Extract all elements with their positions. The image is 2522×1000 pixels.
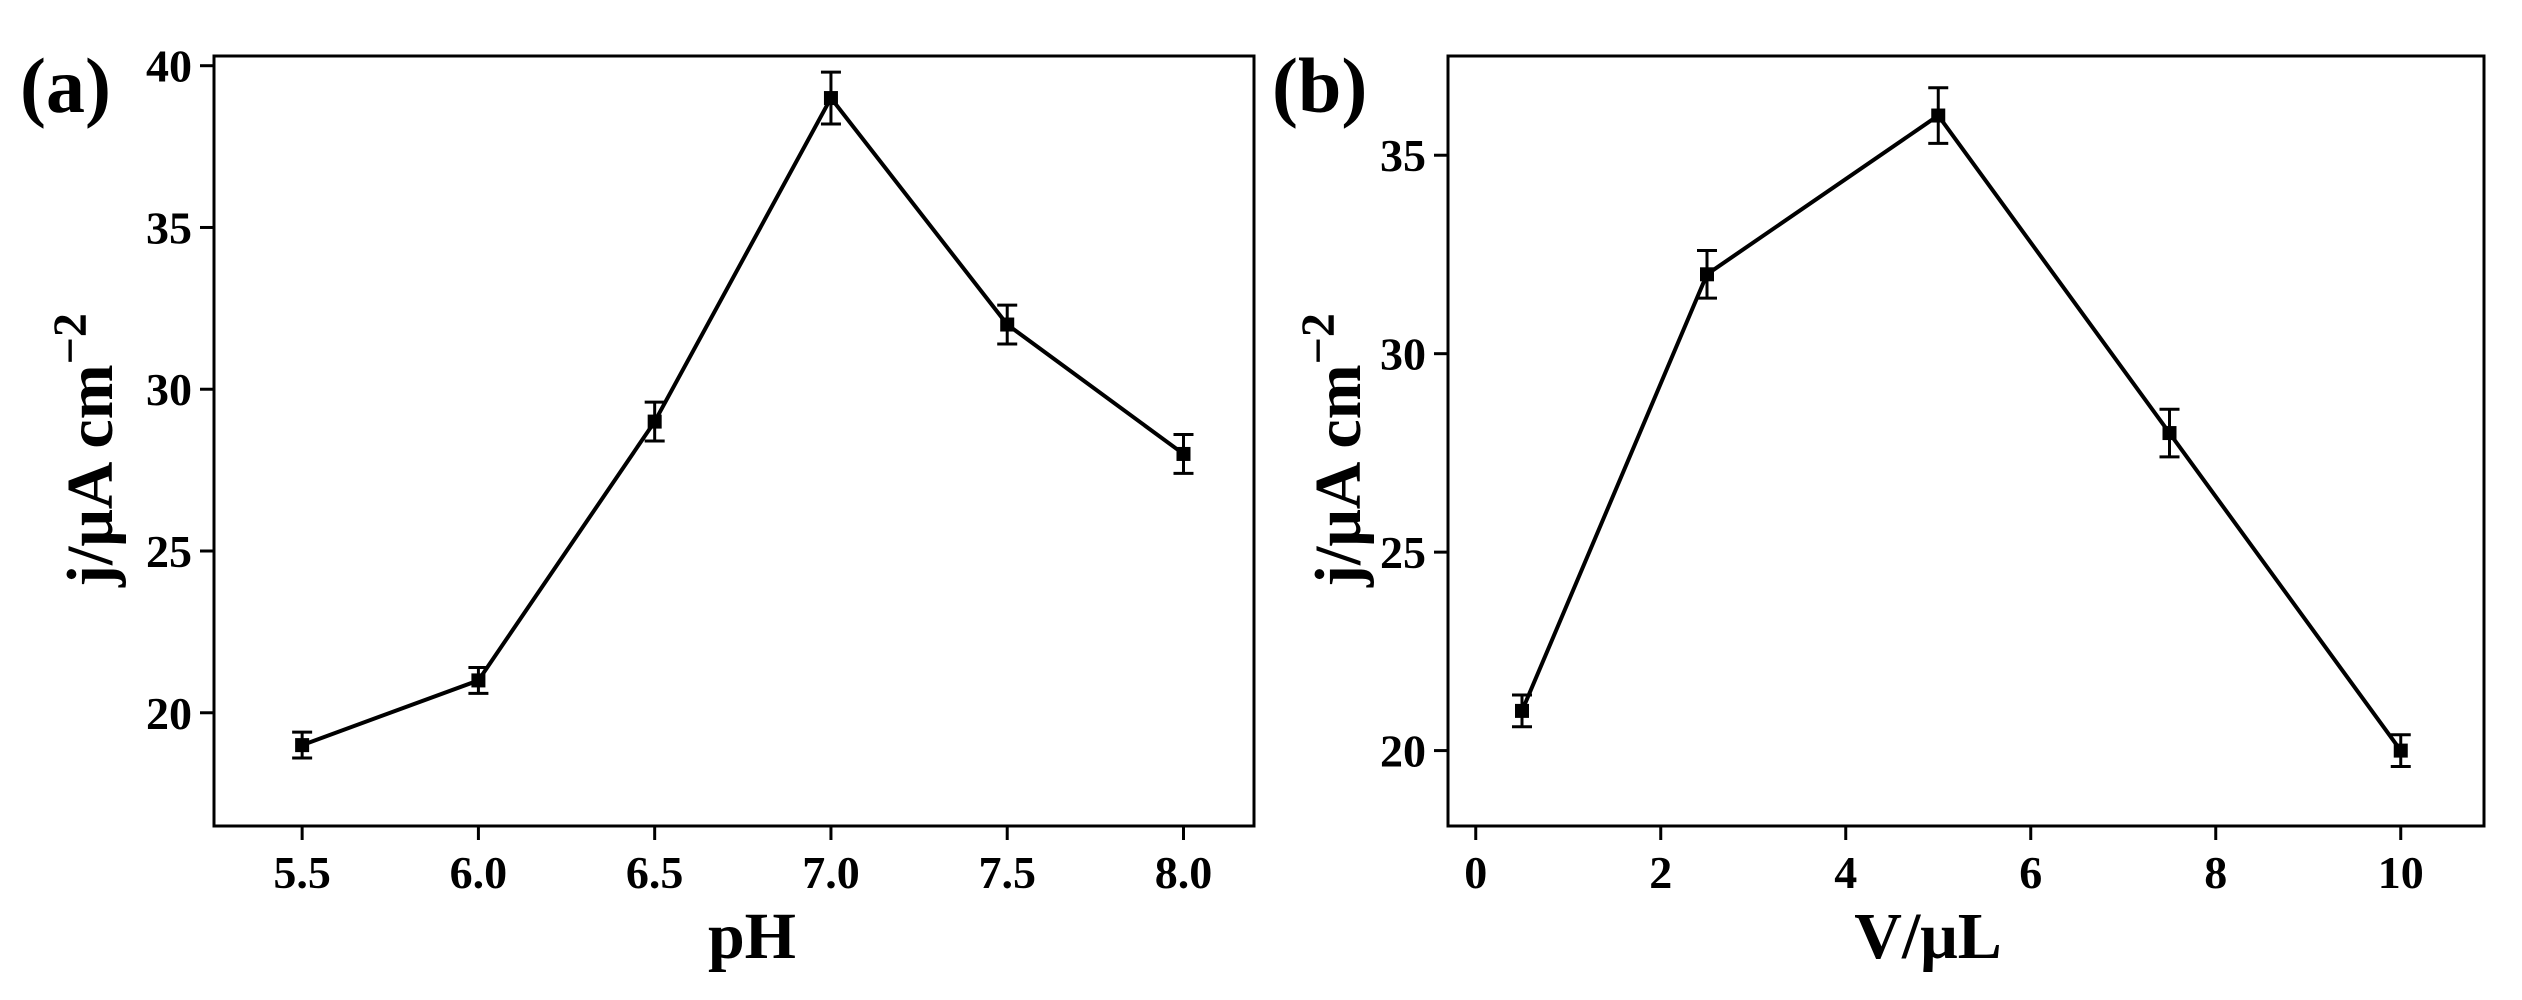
panel-a-y-axis-title-sup: −2 — [44, 313, 97, 364]
panel-a-x-tick-label: 6.0 — [450, 847, 508, 898]
panel-b-y-tick-label: 25 — [1380, 527, 1426, 578]
panel-a-series — [292, 70, 1194, 760]
chart-panel-b: (b) 0 2 4 6 8 10 20 25 30 35 V/μL j/μA cm−2 — [1272, 42, 2486, 973]
panel-a-y-axis-title: j/μA cm−2 — [44, 313, 127, 588]
panel-a-y-tick-label: 25 — [146, 526, 192, 577]
panel-a-x-tick-label: 7.5 — [978, 847, 1036, 898]
panel-a-y-tick-label: 30 — [146, 364, 192, 415]
panel-b-x-tick-label: 2 — [1649, 847, 1672, 898]
panel-b-series — [1512, 86, 2411, 768]
panel-b-x-tick-label: 8 — [2204, 847, 2227, 898]
panel-b-y-tick-label: 30 — [1380, 329, 1426, 380]
panel-a-data-point — [1176, 446, 1191, 461]
panel-a-x-tick-label: 7.0 — [802, 847, 860, 898]
panel-a-ticks: 5.5 6.0 6.5 7.0 7.5 8.0 20 25 30 35 40 — [146, 41, 1212, 898]
panel-b-y-axis-title: j/μA cm−2 — [1292, 313, 1375, 588]
panel-a-data-point — [1000, 317, 1015, 332]
panel-b-y-tick-label: 20 — [1380, 726, 1426, 777]
panel-b-y-axis-title-main: j/μA cm — [1302, 364, 1375, 588]
panel-b-x-tick-label: 6 — [2019, 847, 2042, 898]
panel-a-label: (a) — [20, 42, 111, 129]
panel-a-x-tick-label: 6.5 — [626, 847, 684, 898]
panel-a-series-line — [301, 94, 1185, 747]
chart-panel-a: (a) 5.5 6.0 6.5 7.0 7.5 8.0 20 25 30 35 40 pH j/μA… — [20, 41, 1256, 973]
panel-b-y-tick-label: 35 — [1380, 130, 1426, 181]
panel-b-series-line — [1520, 112, 2403, 752]
panel-b-x-tick-label: 4 — [1834, 847, 1857, 898]
panel-a-data-point — [471, 673, 486, 688]
panel-b-plot-frame — [1446, 54, 2486, 828]
panel-b-ticks: 0 2 4 6 8 10 20 25 30 35 — [1380, 130, 2424, 898]
panel-a-plot-frame — [212, 54, 1256, 828]
panel-b-data-point — [2162, 426, 2177, 441]
panel-b-data-point — [1515, 703, 1529, 718]
panel-b-label: (b) — [1272, 42, 1367, 129]
panel-b-data-point — [2393, 743, 2408, 758]
panel-a-y-axis-title-main: j/μA cm — [54, 364, 127, 588]
panel-a-y-tick-label: 20 — [146, 688, 192, 739]
panel-b-x-tick-label: 0 — [1464, 847, 1487, 898]
panel-a-x-axis-title: pH — [708, 900, 796, 973]
panel-a-data-point — [295, 738, 310, 753]
panel-b-y-axis-title-sup: −2 — [1292, 313, 1345, 364]
panel-a-y-tick-label: 40 — [146, 41, 192, 92]
panel-a-y-tick-label: 35 — [146, 202, 192, 253]
panel-b-data-point — [1700, 267, 1714, 282]
panel-b-x-tick-label: 10 — [2378, 847, 2424, 898]
panel-b-x-axis-title: V/μL — [1854, 900, 2001, 973]
panel-a-x-tick-label: 5.5 — [273, 847, 331, 898]
panel-a-data-point — [647, 414, 662, 429]
panel-a-data-point — [823, 91, 838, 106]
panel-b-data-point — [1931, 108, 1946, 123]
panel-a-x-tick-label: 8.0 — [1155, 847, 1213, 898]
